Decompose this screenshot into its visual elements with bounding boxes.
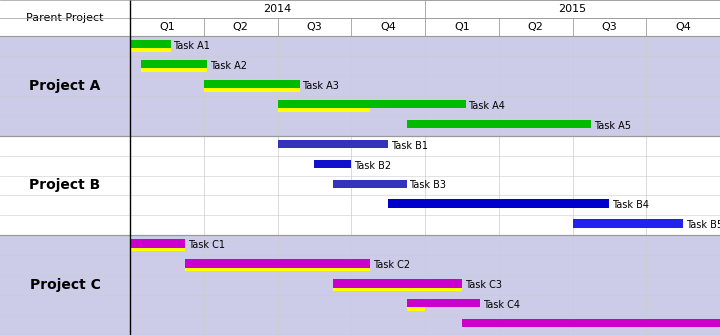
Text: Parent Project: Parent Project — [26, 13, 104, 23]
Text: Q3: Q3 — [307, 22, 323, 32]
Bar — [130, 248, 185, 251]
Bar — [130, 0, 425, 18]
Bar — [130, 48, 171, 52]
Text: Q4: Q4 — [675, 22, 691, 32]
Text: 2015: 2015 — [559, 4, 587, 14]
Text: Task C4: Task C4 — [483, 300, 520, 310]
Text: Q3: Q3 — [601, 22, 617, 32]
Text: Task A1: Task A1 — [174, 41, 210, 51]
Bar — [204, 88, 300, 92]
Text: Task A4: Task A4 — [469, 101, 505, 111]
Bar — [277, 108, 369, 112]
Text: Project A: Project A — [30, 79, 101, 93]
Bar — [407, 299, 480, 308]
Bar — [407, 308, 425, 311]
Bar — [425, 18, 499, 36]
Bar — [130, 235, 720, 335]
Bar — [351, 18, 425, 36]
Bar — [277, 140, 388, 148]
Text: Task B4: Task B4 — [612, 200, 649, 210]
Bar — [647, 18, 720, 36]
Bar — [277, 100, 466, 108]
Bar — [0, 36, 130, 335]
Bar — [130, 36, 720, 136]
Bar — [204, 18, 277, 36]
Bar — [572, 18, 647, 36]
Text: Q2: Q2 — [233, 22, 248, 32]
Text: Task B2: Task B2 — [354, 160, 391, 171]
Text: Project C: Project C — [30, 278, 100, 292]
Text: Task A2: Task A2 — [210, 61, 247, 71]
Bar — [130, 136, 720, 235]
Bar — [0, 36, 130, 136]
Bar — [0, 0, 720, 36]
Text: Project B: Project B — [30, 179, 101, 193]
Bar — [407, 120, 591, 128]
Bar — [0, 136, 130, 235]
Bar — [141, 60, 207, 68]
Bar — [185, 259, 369, 268]
Text: Q1: Q1 — [454, 22, 469, 32]
Bar — [185, 268, 369, 271]
Bar — [130, 40, 171, 48]
Text: Q4: Q4 — [380, 22, 396, 32]
Text: Task B5: Task B5 — [686, 220, 720, 230]
Text: Q2: Q2 — [528, 22, 544, 32]
Text: 2014: 2014 — [264, 4, 292, 14]
Bar — [462, 319, 720, 327]
Text: Task A5: Task A5 — [594, 121, 631, 131]
Bar — [333, 180, 407, 188]
Bar — [277, 18, 351, 36]
Bar — [141, 68, 207, 72]
Bar — [572, 219, 683, 228]
Bar — [315, 159, 351, 168]
Text: Q1: Q1 — [159, 22, 175, 32]
Bar — [130, 18, 204, 36]
Bar — [204, 80, 300, 88]
Text: Task A3: Task A3 — [302, 81, 339, 91]
Bar — [499, 18, 572, 36]
Bar — [425, 0, 720, 18]
Bar — [333, 279, 462, 287]
Bar — [0, 235, 130, 335]
Bar — [333, 287, 462, 291]
Text: Task C1: Task C1 — [188, 240, 225, 250]
Text: Task C2: Task C2 — [372, 260, 410, 270]
Text: Task B1: Task B1 — [391, 141, 428, 151]
Text: Task C3: Task C3 — [464, 280, 502, 290]
Text: Task B3: Task B3 — [410, 181, 446, 191]
Bar — [0, 0, 130, 36]
Bar — [130, 239, 185, 248]
Bar — [388, 199, 609, 208]
